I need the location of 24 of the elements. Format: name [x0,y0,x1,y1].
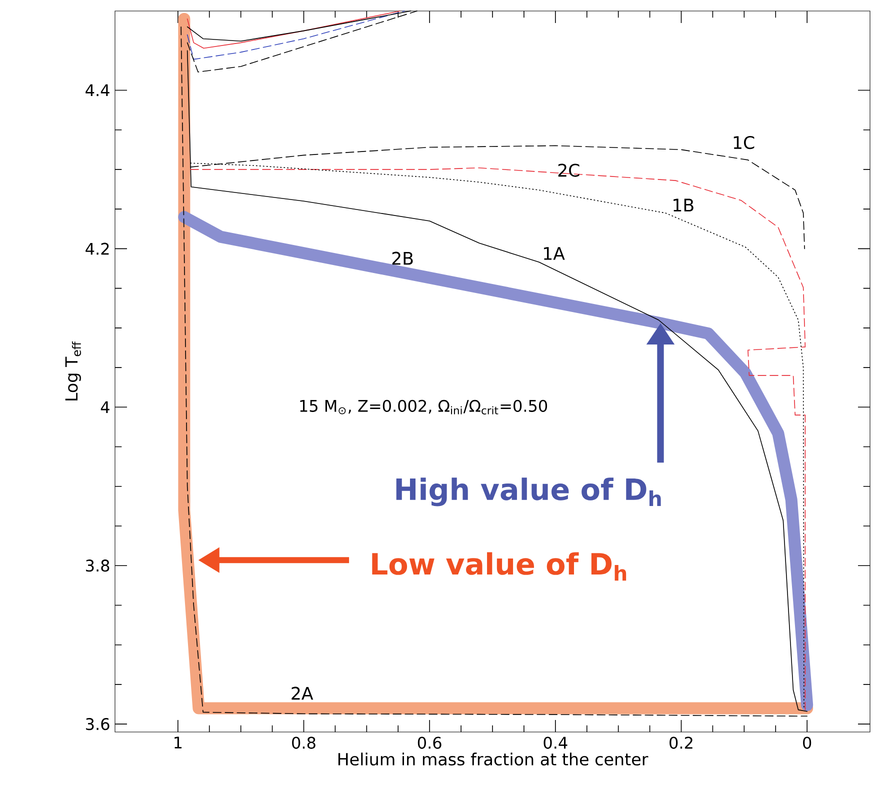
x-tick-label: 1 [174,736,182,748]
annotation: 1A [544,247,565,260]
y-tick-label: 4.2 [86,242,109,255]
y-tick-label: 3.8 [86,560,110,572]
x-tick-label: 0 [803,736,812,749]
annotation: Low value of D$_{h}$ [372,552,626,581]
y-tick-label: 3.6 [86,718,110,730]
x-tick-label: 0.8 [292,736,316,749]
annotation: 2A [292,686,314,700]
y-tick-label: 4.4 [86,84,110,96]
annotation: 2B [392,252,413,265]
annotation: 1B [674,198,694,212]
line-series [186,10,400,49]
annotation: 15 M$_{⊙}$, Z=0.002, Ω$_{ini}$/Ω$_{crit}$=0.50 [300,400,548,414]
y-axis-title: Log T$_{eff}$ [65,341,82,400]
x-tick-label: 0.6 [418,736,442,749]
annotation: 2C [558,164,580,177]
line-series [186,10,405,60]
annotation: 1C [734,136,754,150]
y-tick-label: 4 [100,401,110,413]
x-tick-label: 0.2 [670,736,692,749]
annotation: High value of D$_{h}$ [396,478,661,506]
x-tick-label: 0.4 [544,736,568,749]
x-axis-title: Helium in mass fraction at the center [338,752,648,766]
